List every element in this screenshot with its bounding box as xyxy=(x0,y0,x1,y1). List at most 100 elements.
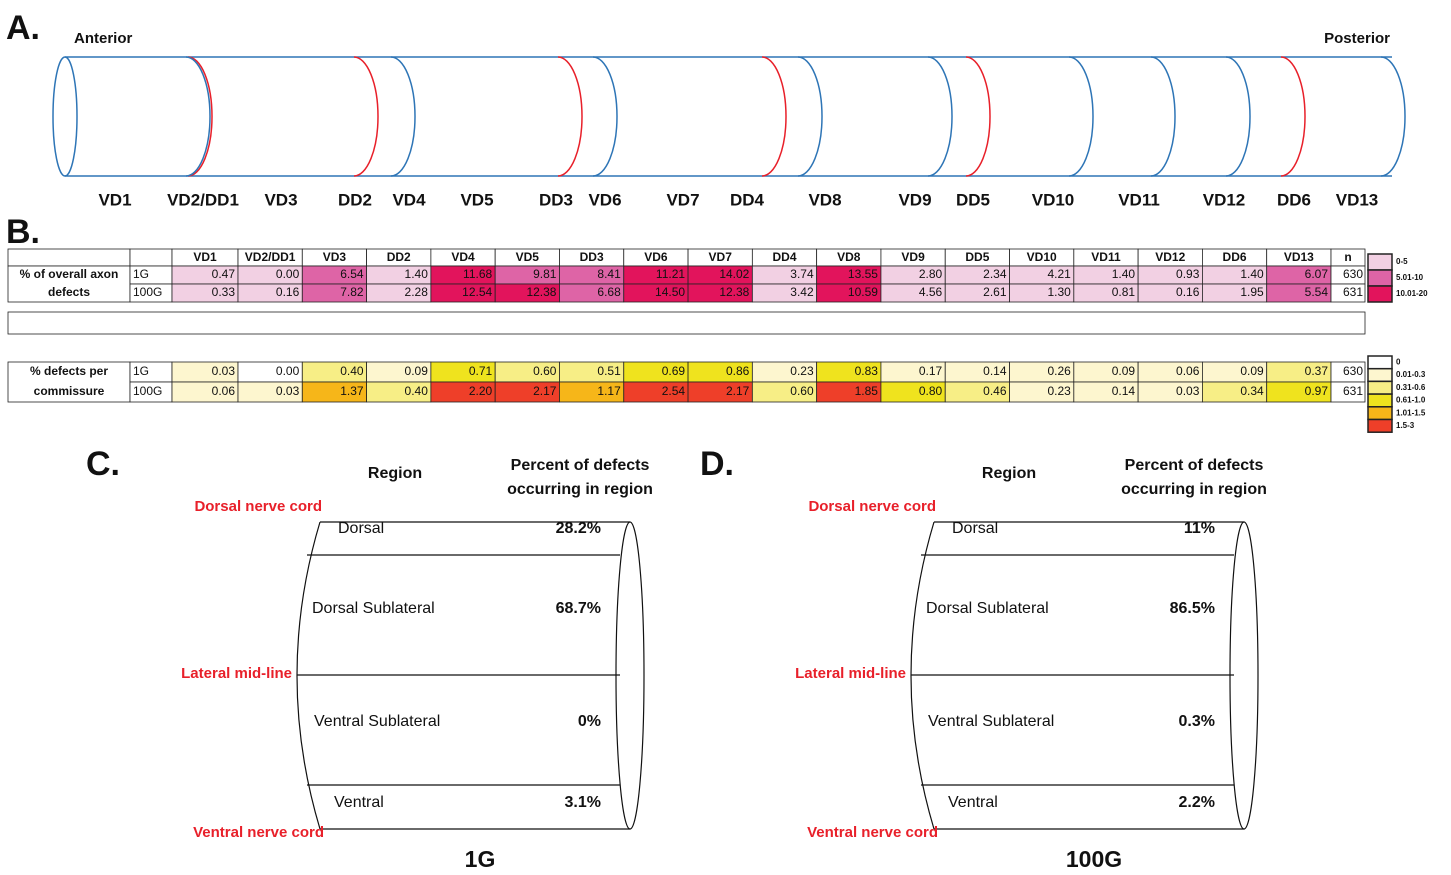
cell-value: 1.95 xyxy=(1240,285,1264,299)
cell-value: 0.26 xyxy=(1047,364,1071,378)
cell-value: 0.16 xyxy=(276,285,300,299)
percent-header: occurring in region xyxy=(507,481,653,498)
column-header: n xyxy=(1344,250,1351,264)
commissure-ring xyxy=(354,57,378,176)
anterior-label: Anterior xyxy=(74,30,133,47)
legend-label: 1.01-1.5 xyxy=(1396,408,1426,417)
cell-value: 0.81 xyxy=(1112,285,1136,299)
commissure-ring xyxy=(593,57,617,176)
region-name: Dorsal xyxy=(338,520,384,537)
cell-value: 0.00 xyxy=(276,267,300,281)
commissure-label: VD3 xyxy=(264,190,297,209)
region-name: Dorsal xyxy=(952,520,998,537)
region-percent: 11% xyxy=(1184,520,1215,537)
commissure-label: DD6 xyxy=(1277,190,1311,209)
cell-value: 0.17 xyxy=(919,364,943,378)
cell-value: 14.50 xyxy=(655,285,685,299)
cell-value: 0.40 xyxy=(340,364,364,378)
table-cell xyxy=(8,249,130,266)
region-header: Region xyxy=(982,465,1036,482)
group-label: 1G xyxy=(133,267,149,281)
cell-value: 12.38 xyxy=(526,285,556,299)
posterior-label: Posterior xyxy=(1324,30,1390,47)
cell-value: 0.06 xyxy=(212,384,236,398)
side-label: Dorsal nerve cord xyxy=(194,498,322,515)
cell-value: 0.80 xyxy=(919,384,943,398)
region-percent: 86.5% xyxy=(1170,600,1215,617)
cell-value: 0.09 xyxy=(1112,364,1136,378)
cell-value: 0.23 xyxy=(790,364,814,378)
cell-value: 11.68 xyxy=(463,267,492,281)
region-percent: 0.3% xyxy=(1179,713,1215,730)
region-name: Dorsal Sublateral xyxy=(926,600,1049,617)
legend-label: 5.01-10 xyxy=(1396,273,1424,282)
cell-value: 0.14 xyxy=(983,364,1007,378)
cell-value: 0.83 xyxy=(855,364,879,378)
panel-caption: 100G xyxy=(1066,846,1122,872)
column-header: VD13 xyxy=(1284,250,1314,264)
column-header: VD2/DD1 xyxy=(245,250,296,264)
cell-value: 6.07 xyxy=(1305,267,1329,281)
side-label: Ventral nerve cord xyxy=(193,824,324,841)
cell-value: 0.33 xyxy=(212,285,236,299)
column-header: VD6 xyxy=(644,250,668,264)
n-value: 631 xyxy=(1343,384,1363,398)
cell-value: 0.14 xyxy=(1112,384,1136,398)
commissure-ring xyxy=(558,57,582,176)
legend-swatch xyxy=(1368,369,1392,382)
row-label: % defects per xyxy=(30,364,108,378)
commissure-label: VD1 xyxy=(98,190,131,209)
cylinder-end xyxy=(616,522,644,829)
column-header: VD11 xyxy=(1091,250,1121,264)
cell-value: 0.60 xyxy=(790,384,814,398)
cell-value: 1.40 xyxy=(405,267,429,281)
commissure-ring xyxy=(1151,57,1175,176)
commissure-label: VD11 xyxy=(1118,190,1160,209)
panel-label: D. xyxy=(700,445,734,483)
legend-swatch xyxy=(1368,270,1392,286)
commissure-ring xyxy=(928,57,952,176)
commissure-label: VD13 xyxy=(1336,190,1379,209)
cell-value: 0.60 xyxy=(533,364,557,378)
commissure-ring xyxy=(1381,57,1405,176)
cell-value: 0.23 xyxy=(1047,384,1071,398)
cell-value: 0.16 xyxy=(1176,285,1200,299)
side-label: Lateral mid-line xyxy=(795,665,906,682)
region-percent: 0% xyxy=(578,713,601,730)
column-header: DD5 xyxy=(965,250,989,264)
cell-value: 8.41 xyxy=(597,267,621,281)
cell-value: 0.97 xyxy=(1305,384,1329,398)
column-header: VD7 xyxy=(709,250,733,264)
column-header: VD5 xyxy=(516,250,540,264)
commissure-label: VD2/DD1 xyxy=(167,190,239,209)
cell-value: 2.17 xyxy=(533,384,557,398)
cell-value: 0.03 xyxy=(1176,384,1200,398)
legend-swatch xyxy=(1368,381,1392,394)
cell-value: 4.21 xyxy=(1047,267,1071,281)
commissure-ring xyxy=(966,57,990,176)
side-label: Dorsal nerve cord xyxy=(808,498,936,515)
commissure-ring xyxy=(798,57,822,176)
figure: A.AnteriorPosteriorVD1VD2/DD1VD3DD2VD4VD… xyxy=(0,0,1451,875)
n-value: 630 xyxy=(1343,267,1363,281)
column-header: VD3 xyxy=(323,250,347,264)
region-percent: 28.2% xyxy=(556,520,601,537)
table-cell xyxy=(130,249,172,266)
legend-swatch xyxy=(1368,286,1392,302)
commissure-ring xyxy=(391,57,415,176)
column-header: DD2 xyxy=(387,250,411,264)
commissure-ring xyxy=(1281,57,1305,176)
column-header: VD9 xyxy=(901,250,925,264)
commissure-label: VD10 xyxy=(1032,190,1075,209)
region-name: Ventral Sublateral xyxy=(928,713,1054,730)
cell-value: 0.09 xyxy=(405,364,429,378)
n-value: 630 xyxy=(1343,364,1363,378)
cell-value: 13.55 xyxy=(848,267,878,281)
column-header: DD4 xyxy=(772,250,796,264)
region-percent: 3.1% xyxy=(565,794,601,811)
commissure-ring xyxy=(1226,57,1250,176)
cell-value: 0.51 xyxy=(597,364,621,378)
cell-value: 0.47 xyxy=(212,267,236,281)
cylinder-end xyxy=(1230,522,1258,829)
commissure-ring xyxy=(188,57,212,176)
